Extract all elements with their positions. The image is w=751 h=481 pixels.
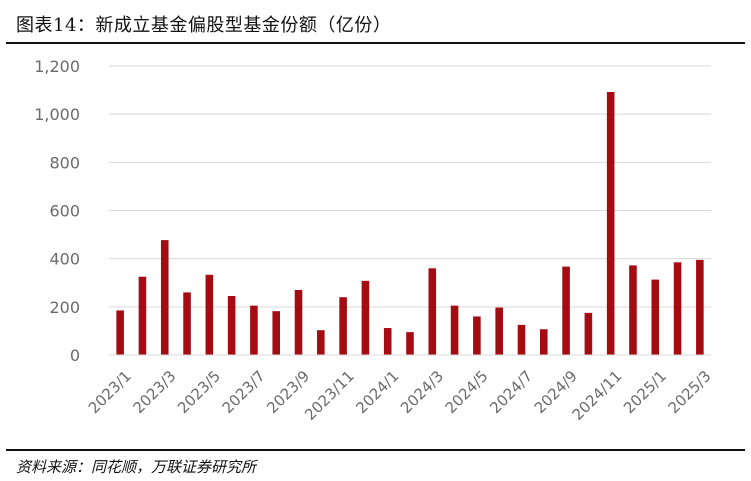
x-axis-ticks: 2023/12023/32023/52023/72023/92023/11202… xyxy=(85,367,715,424)
x-tick-label: 2024/11 xyxy=(569,367,626,424)
bar xyxy=(383,328,392,355)
gridlines xyxy=(109,65,711,308)
x-tick-label: 2023/1 xyxy=(85,367,135,417)
y-tick-label: 400 xyxy=(49,250,80,269)
y-axis-ticks: 0 200 400 600 800 1,000 1,200 xyxy=(34,57,80,365)
bar xyxy=(205,274,214,355)
bar xyxy=(116,310,124,355)
bar xyxy=(250,305,258,355)
bar xyxy=(473,316,481,355)
bar xyxy=(317,330,325,355)
bar xyxy=(227,295,236,355)
x-tick-label: 2025/3 xyxy=(665,367,715,417)
bar xyxy=(450,305,459,355)
y-tick-label: 1,000 xyxy=(34,105,80,124)
title-rule xyxy=(6,42,745,44)
bar xyxy=(584,312,593,355)
bar xyxy=(339,297,347,355)
x-tick-label: 2024/5 xyxy=(442,367,492,417)
bar xyxy=(539,329,548,355)
bar xyxy=(495,307,503,355)
y-tick-label: 0 xyxy=(70,346,80,365)
source-note: 资料来源：同花顺，万联证券研究所 xyxy=(16,458,257,476)
bar xyxy=(294,289,303,355)
x-tick-label: 2024/1 xyxy=(352,367,402,417)
x-tick-label: 2023/7 xyxy=(219,367,269,417)
bar xyxy=(272,311,281,355)
bars xyxy=(116,92,704,355)
y-tick-label: 1,200 xyxy=(34,57,80,76)
x-tick-label: 2024/3 xyxy=(397,367,447,417)
x-tick-label: 2023/5 xyxy=(174,367,224,417)
bar xyxy=(361,280,370,355)
bar xyxy=(696,259,704,355)
bar xyxy=(606,92,615,355)
x-tick-label: 2023/3 xyxy=(129,367,179,417)
x-tick-label: 2025/1 xyxy=(620,367,670,417)
bar xyxy=(651,279,660,355)
bar xyxy=(160,240,169,355)
y-tick-label: 200 xyxy=(49,298,80,317)
bar xyxy=(406,332,414,355)
bar xyxy=(673,262,682,355)
bar xyxy=(428,268,437,355)
bar xyxy=(629,265,637,355)
bar xyxy=(183,292,191,355)
bar xyxy=(517,324,526,355)
x-tick-label: 2024/7 xyxy=(486,367,536,417)
source-rule xyxy=(6,449,745,451)
y-tick-label: 800 xyxy=(49,153,80,172)
bar xyxy=(138,276,147,355)
figure-title: 图表14：新成立基金偏股型基金份额（亿份） xyxy=(16,15,392,36)
bar xyxy=(562,266,570,355)
y-tick-label: 600 xyxy=(49,202,80,221)
x-tick-label: 2023/11 xyxy=(301,367,358,424)
